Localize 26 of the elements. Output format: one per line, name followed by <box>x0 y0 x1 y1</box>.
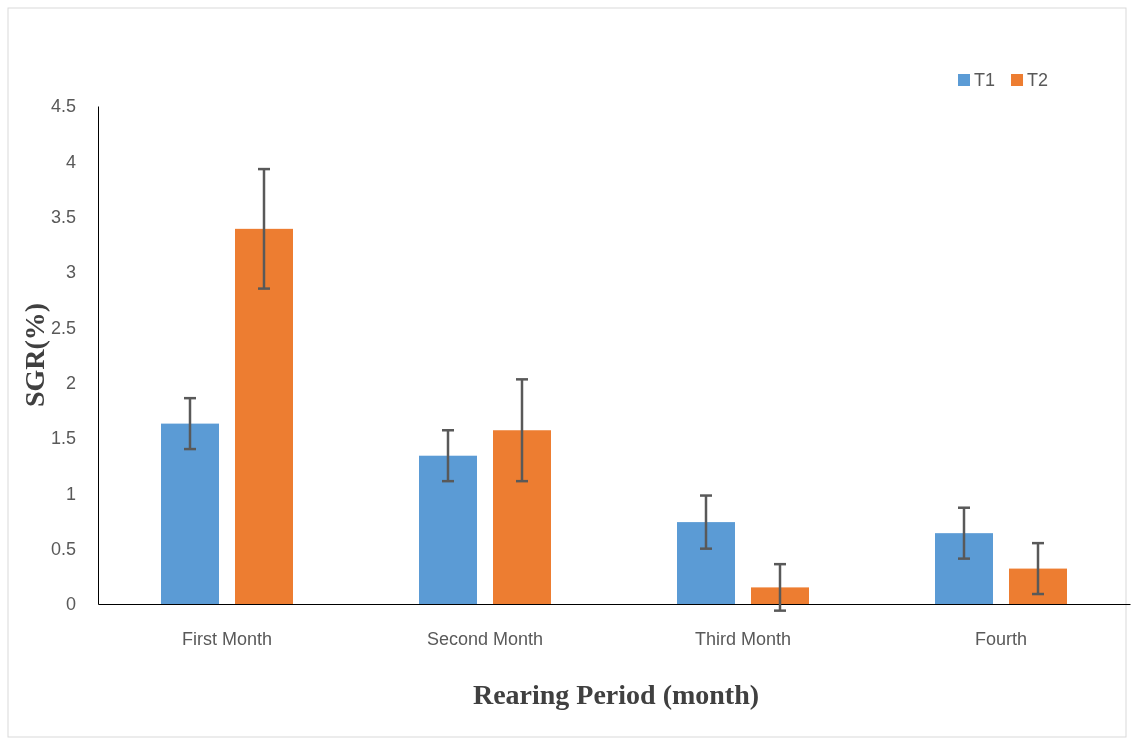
y-tick-label: 1 <box>65 483 76 504</box>
x-tick-label: Second Month <box>426 628 544 649</box>
bar <box>235 228 293 604</box>
x-tick-label: Fourth <box>974 628 1028 649</box>
bar <box>1009 568 1067 604</box>
bar <box>493 430 551 604</box>
legend-label: T1 <box>974 70 996 90</box>
y-tick-label: 2.5 <box>50 317 76 338</box>
bar <box>935 533 993 604</box>
x-tick-label: Third Month <box>694 628 792 649</box>
y-tick-label: 3 <box>65 262 76 283</box>
legend-label: T2 <box>1027 70 1049 90</box>
bar <box>751 587 809 604</box>
y-tick-label: 4.5 <box>50 96 76 117</box>
y-tick-label: 0.5 <box>50 538 76 559</box>
y-tick-label: 0 <box>65 594 76 615</box>
y-tick-label: 4 <box>65 151 76 172</box>
bar <box>677 522 735 604</box>
bar <box>419 455 477 604</box>
x-axis-title: Rearing Period (month) <box>472 679 760 710</box>
y-tick-label: 3.5 <box>50 206 76 227</box>
y-tick-label: 2 <box>65 372 76 393</box>
x-tick-label: First Month <box>181 628 273 649</box>
y-tick-label: 1.5 <box>50 428 76 449</box>
bar <box>161 423 219 604</box>
y-axis-title: SGR(%) <box>19 302 50 408</box>
